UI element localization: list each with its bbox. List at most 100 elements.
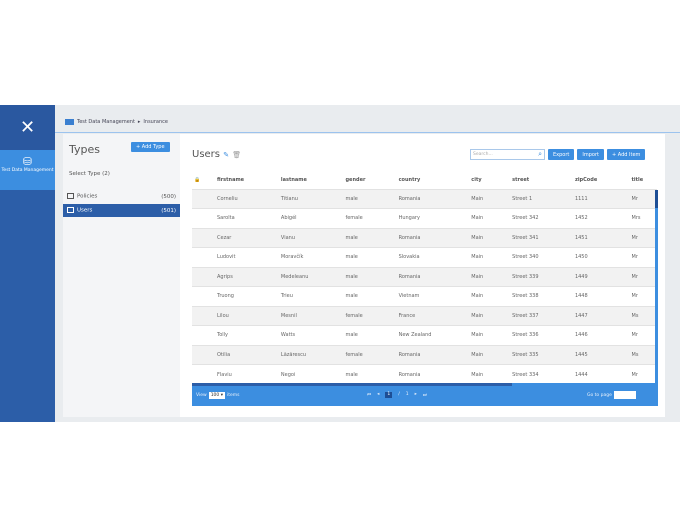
table-cell-firstname[interactable]: Otilia xyxy=(202,344,266,365)
table-cell-lastname[interactable]: Negoi xyxy=(265,364,331,384)
export-button[interactable]: Export xyxy=(548,149,575,160)
logo-icon[interactable]: ✕ xyxy=(0,105,55,150)
table-row[interactable]: Truong Trieu male Vietnam Main Street 338 1448… xyxy=(192,286,657,306)
table-cell-lastname[interactable]: Mesnil xyxy=(265,305,331,326)
table-row[interactable]: Corneliu Titianu male Romania Main Street 1 11… xyxy=(192,188,657,209)
table-cell-city[interactable]: Main xyxy=(456,364,498,384)
column-header[interactable]: country xyxy=(398,176,421,183)
table-cell-lastname[interactable]: Titianu xyxy=(265,188,331,209)
table-cell-zipCode[interactable]: 1447 xyxy=(559,305,617,326)
table-cell-country[interactable]: Romania xyxy=(383,188,457,209)
table-cell-firstname[interactable]: Tolly xyxy=(202,325,266,345)
search-icon[interactable]: ⌕ xyxy=(538,150,542,158)
breadcrumb-root[interactable]: Test Data Management xyxy=(77,119,135,125)
current-page[interactable]: 1 xyxy=(385,392,393,398)
edit-icon[interactable]: ✎ xyxy=(223,151,230,159)
table-row[interactable]: Sarolta Abigél female Hungary Main Street 342… xyxy=(192,208,657,228)
table-cell-street[interactable]: Street 338 xyxy=(497,286,560,306)
table-row[interactable]: Ludovit Moravčík male Slovakia Main Street 34… xyxy=(192,247,657,267)
column-header[interactable]: title xyxy=(631,176,644,183)
table-cell-city[interactable]: Main xyxy=(456,247,498,267)
next-page-icon[interactable]: ▸ xyxy=(414,392,417,397)
sidebar-item-test-data-management[interactable]: ⛁ Test Data Management xyxy=(0,150,55,190)
table-row[interactable]: Lilou Mesnil female France Main Street 337 144… xyxy=(192,305,657,326)
table-cell-street[interactable]: Street 334 xyxy=(497,364,560,384)
table-cell-lastname[interactable]: Lăzărescu xyxy=(265,344,331,365)
table-cell-title[interactable]: Mr xyxy=(616,364,657,384)
table-cell-gender[interactable]: female xyxy=(330,305,384,326)
table-row[interactable]: Tolly Watts male New Zealand Main Street 336 1… xyxy=(192,325,657,345)
table-cell-title[interactable]: Mr xyxy=(616,266,657,287)
search-input[interactable]: Search... ⌕ xyxy=(470,149,545,160)
table-row[interactable]: Flaviu Negoi male Romania Main Street 334 1444… xyxy=(192,364,657,384)
table-cell-city[interactable]: Main xyxy=(456,344,498,365)
table-cell-city[interactable]: Main xyxy=(456,266,498,287)
table-cell-city[interactable]: Main xyxy=(456,305,498,326)
table-cell-country[interactable]: Romania xyxy=(383,227,457,248)
table-cell-street[interactable]: Street 1 xyxy=(497,188,560,209)
type-item-policies[interactable]: Policies (500) xyxy=(63,190,180,203)
table-cell-street[interactable]: Street 341 xyxy=(497,227,560,248)
table-cell-street[interactable]: Street 335 xyxy=(497,344,560,365)
table-cell-title[interactable]: Mr xyxy=(616,247,657,267)
table-cell-country[interactable]: Romania xyxy=(383,364,457,384)
table-cell-gender[interactable]: male xyxy=(330,266,384,287)
page-size-select[interactable]: 100 ▾ xyxy=(208,392,225,399)
table-cell-country[interactable]: Romania xyxy=(383,344,457,365)
prev-page-icon[interactable]: ◂ xyxy=(377,392,380,397)
goto-page-input[interactable] xyxy=(613,391,636,399)
trash-icon[interactable]: 🗑 xyxy=(232,151,242,159)
table-cell-title[interactable]: Ms xyxy=(616,344,657,365)
column-header[interactable]: zipCode xyxy=(574,176,598,183)
table-cell-gender[interactable]: male xyxy=(330,247,384,267)
table-cell-firstname[interactable]: Sarolta xyxy=(202,208,266,228)
vertical-scrollbar[interactable] xyxy=(655,190,658,383)
table-cell-country[interactable]: Vietnam xyxy=(383,286,457,306)
table-cell-country[interactable]: Romania xyxy=(383,266,457,287)
table-cell-lastname[interactable]: Moravčík xyxy=(265,247,331,267)
horizontal-scrollbar[interactable] xyxy=(192,383,512,386)
table-cell-lastname[interactable]: Vianu xyxy=(265,227,331,248)
table-cell-gender[interactable]: male xyxy=(330,364,384,384)
add-type-button[interactable]: + Add Type xyxy=(131,142,170,152)
table-cell-city[interactable]: Main xyxy=(456,325,498,345)
table-cell-street[interactable]: Street 337 xyxy=(497,305,560,326)
table-cell-title[interactable]: Mr xyxy=(616,227,657,248)
type-item-users[interactable]: Users (501) xyxy=(63,204,180,217)
table-row[interactable]: Otilia Lăzărescu female Romania Main Street 3… xyxy=(192,344,657,365)
column-header[interactable]: street xyxy=(512,176,530,183)
table-cell-gender[interactable]: male xyxy=(330,325,384,345)
table-cell-firstname[interactable]: Truong xyxy=(202,286,266,306)
column-header[interactable]: firstname xyxy=(217,176,245,183)
first-page-icon[interactable]: ⏮ xyxy=(367,393,372,398)
column-header[interactable]: lastname xyxy=(280,176,307,183)
table-cell-country[interactable]: New Zealand xyxy=(383,325,457,345)
add-item-button[interactable]: + Add Item xyxy=(606,149,646,160)
table-cell-gender[interactable]: male xyxy=(330,286,384,306)
table-cell-firstname[interactable]: Ludovit xyxy=(202,247,266,267)
table-cell-zipCode[interactable]: 1451 xyxy=(559,227,617,248)
table-cell-title[interactable]: Ms xyxy=(616,305,657,326)
table-cell-country[interactable]: Hungary xyxy=(383,208,457,228)
table-cell-title[interactable]: Mr xyxy=(616,325,657,345)
table-cell-firstname[interactable]: Agrips xyxy=(202,266,266,287)
table-cell-firstname[interactable]: Corneliu xyxy=(202,188,266,209)
table-row[interactable]: Cezar Vianu male Romania Main Street 341 1451 M… xyxy=(192,227,657,248)
table-cell-country[interactable]: Slovakia xyxy=(383,247,457,267)
table-cell-zipCode[interactable]: 1444 xyxy=(559,364,617,384)
table-cell-gender[interactable]: female xyxy=(330,344,384,365)
table-cell-city[interactable]: Main xyxy=(456,227,498,248)
table-cell-lastname[interactable]: Watts xyxy=(265,325,331,345)
table-cell-street[interactable]: Street 340 xyxy=(497,247,560,267)
table-cell-street[interactable]: Street 339 xyxy=(497,266,560,287)
table-cell-firstname[interactable]: Lilou xyxy=(202,305,266,326)
table-cell-zipCode[interactable]: 1449 xyxy=(559,266,617,287)
table-cell-zipCode[interactable]: 1448 xyxy=(559,286,617,306)
table-cell-city[interactable]: Main xyxy=(456,188,498,209)
table-cell-city[interactable]: Main xyxy=(456,286,498,306)
table-cell-zipCode[interactable]: 1452 xyxy=(559,208,617,228)
table-cell-zipCode[interactable]: 1450 xyxy=(559,247,617,267)
table-cell-lastname[interactable]: Medeleanu xyxy=(265,266,331,287)
import-button[interactable]: Import xyxy=(577,149,604,160)
last-page-icon[interactable]: ⏭ xyxy=(422,393,427,398)
